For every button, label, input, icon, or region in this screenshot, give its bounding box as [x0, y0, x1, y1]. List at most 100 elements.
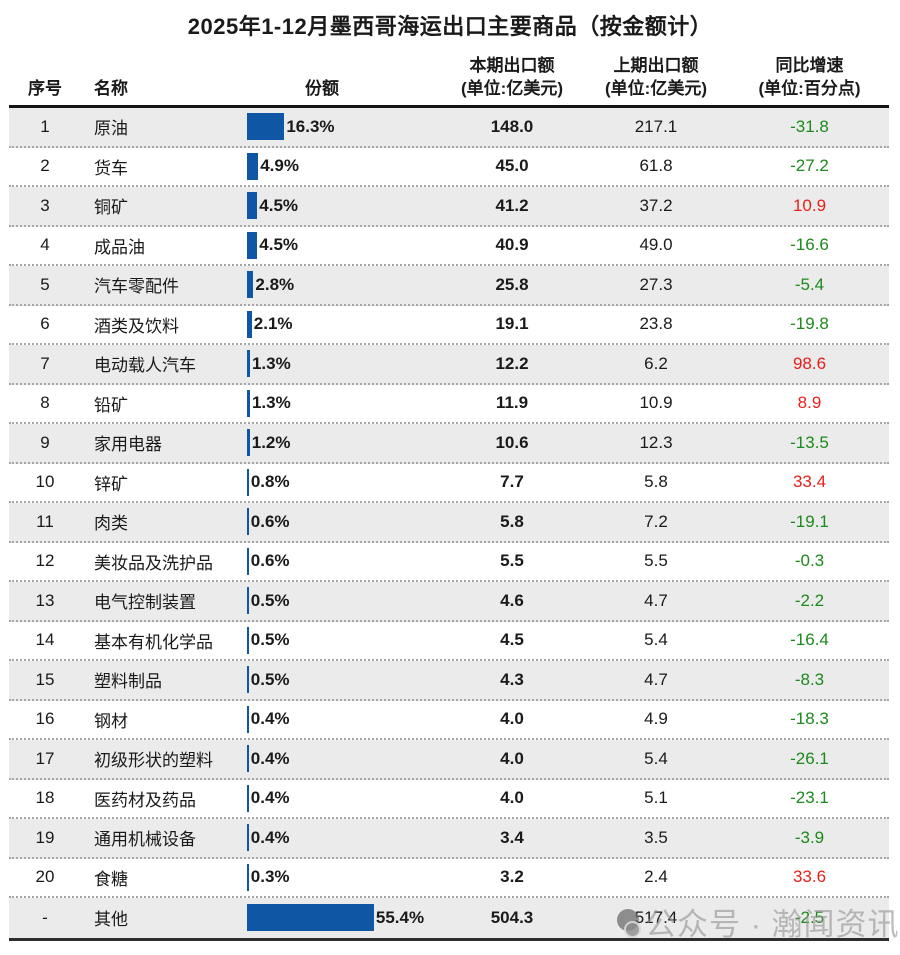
cell-current: 504.3 [490, 907, 534, 927]
cell-current: 10.6 [495, 432, 529, 452]
cell-share: 0.4% [247, 824, 442, 852]
cell-previous: 61.8 [639, 156, 673, 176]
share-bar-chart [247, 508, 249, 536]
cell-previous: 12.3 [639, 432, 673, 452]
cell-name: 钢材 [94, 711, 128, 731]
cell-share-label: 55.4% [375, 907, 425, 927]
share-bar-chart [247, 152, 259, 180]
cell-previous: 7.2 [644, 511, 668, 531]
cell-share: 0.4% [247, 705, 442, 733]
cell-share: 0.4% [247, 745, 442, 773]
page-title: 2025年1-12月墨西哥海运出口主要商品（按金额计） [187, 14, 713, 39]
share-bar-chart [247, 192, 258, 220]
col-header-previous-line2: (单位:亿美元) [605, 78, 707, 98]
share-bar-chart [247, 429, 250, 457]
cell-current: 4.3 [500, 669, 524, 689]
share-bar-chart [247, 587, 249, 615]
cell-name: 肉类 [94, 514, 128, 534]
cell-growth: -3.9 [794, 827, 825, 847]
table-row: 8 铅矿 1.3% 11.9 10.9 8.9 [9, 385, 889, 424]
cell-share: 0.3% [247, 863, 442, 891]
cell-name: 原油 [94, 119, 128, 139]
cell-share-label: 0.4% [250, 709, 290, 729]
col-header-previous: 上期出口额 (单位:亿美元) [582, 55, 730, 100]
cell-previous: 4.7 [644, 669, 668, 689]
cell-name: 铅矿 [94, 395, 128, 415]
cell-no: 16 [35, 709, 55, 729]
cell-current: 12.2 [495, 353, 529, 373]
cell-share-label: 0.3% [250, 867, 290, 887]
share-bar-chart [247, 705, 249, 733]
cell-share-label: 16.3% [286, 116, 335, 136]
col-header-growth-line2: (单位:百分点) [758, 78, 861, 98]
table-row: 7 电动载人汽车 1.3% 12.2 6.2 98.6 [9, 345, 889, 385]
table-header-row: 序号 名称 份额 本期出口额 (单位:亿美元) 上期出口额 (单位:亿美元) 同… [9, 46, 889, 108]
cell-previous: 10.9 [639, 393, 673, 413]
cell-growth: -18.3 [790, 709, 829, 729]
cell-current: 25.8 [495, 274, 529, 294]
cell-name: 成品油 [94, 237, 145, 257]
cell-growth: -27.2 [790, 156, 829, 176]
share-bar-chart [247, 350, 250, 378]
col-header-current: 本期出口额 (单位:亿美元) [442, 55, 582, 100]
cell-growth: -31.8 [790, 116, 829, 136]
cell-no: - [42, 907, 48, 927]
cell-share-label: 1.3% [251, 353, 291, 373]
cell-no: 12 [35, 551, 55, 571]
cell-name: 铜矿 [94, 198, 128, 218]
cell-name: 其他 [94, 910, 128, 930]
cell-growth: -0.3 [794, 551, 825, 571]
cell-share: 1.3% [247, 350, 442, 378]
share-bar-chart [247, 231, 258, 259]
cell-growth: -26.1 [790, 748, 829, 768]
cell-name: 家用电器 [94, 435, 162, 455]
cell-current: 19.1 [495, 314, 529, 334]
cell-no: 17 [35, 748, 55, 768]
table-row: - 其他 55.4% 504.3 517.4 -2.5 [9, 898, 889, 938]
cell-share: 0.5% [247, 666, 442, 694]
share-bar-chart [247, 824, 249, 852]
table-row: 14 基本有机化学品 0.5% 4.5 5.4 -16.4 [9, 622, 889, 661]
cell-share: 2.1% [247, 310, 442, 338]
cell-current: 11.9 [495, 393, 529, 413]
cell-share-label: 1.3% [251, 393, 291, 413]
cell-growth: 10.9 [792, 195, 827, 215]
col-header-current-line1: 本期出口额 [469, 56, 555, 76]
col-header-growth: 同比增速 (单位:百分点) [730, 55, 889, 100]
cell-share: 0.6% [247, 547, 442, 575]
cell-current: 3.2 [500, 867, 524, 887]
cell-share-label: 0.5% [250, 590, 290, 610]
cell-current: 4.0 [500, 788, 524, 808]
cell-previous: 3.5 [644, 827, 668, 847]
cell-no: 7 [40, 353, 50, 373]
col-header-no: 序号 [28, 78, 62, 98]
cell-previous: 27.3 [639, 274, 673, 294]
table-row: 20 食糖 0.3% 3.2 2.4 33.6 [9, 859, 889, 898]
cell-share: 0.5% [247, 626, 442, 654]
cell-previous: 2.4 [644, 867, 668, 887]
cell-share: 1.3% [247, 389, 442, 417]
cell-share: 55.4% [247, 904, 442, 932]
table-row: 10 锌矿 0.8% 7.7 5.8 33.4 [9, 464, 889, 503]
table-body: 1 原油 16.3% 148.0 217.1 -31.8 2 货车 4.9% 4… [9, 108, 889, 941]
cell-growth: 33.6 [792, 867, 827, 887]
cell-share-label: 2.1% [253, 314, 293, 334]
cell-growth: -8.3 [794, 669, 825, 689]
cell-share: 0.4% [247, 784, 442, 812]
cell-no: 18 [35, 788, 55, 808]
cell-growth: -16.6 [790, 235, 829, 255]
cell-current: 4.0 [500, 709, 524, 729]
share-bar-chart [247, 626, 249, 654]
cell-share: 16.3% [247, 113, 442, 141]
cell-growth: 98.6 [792, 353, 827, 373]
table-row: 3 铜矿 4.5% 41.2 37.2 10.9 [9, 187, 889, 227]
cell-previous: 6.2 [644, 353, 668, 373]
cell-previous: 4.9 [644, 709, 668, 729]
cell-current: 5.8 [500, 511, 524, 531]
cell-previous: 5.1 [644, 788, 668, 808]
cell-share-label: 4.9% [260, 156, 299, 176]
table-row: 5 汽车零配件 2.8% 25.8 27.3 -5.4 [9, 266, 889, 306]
share-bar-chart [247, 784, 249, 812]
cell-no: 9 [40, 432, 50, 452]
cell-previous: 5.5 [644, 551, 668, 571]
